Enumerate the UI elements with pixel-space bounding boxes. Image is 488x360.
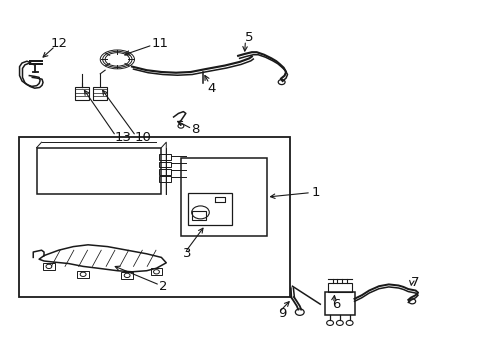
Text: 6: 6 <box>332 298 340 311</box>
Text: 9: 9 <box>277 307 285 320</box>
Text: 1: 1 <box>311 186 320 199</box>
Bar <box>181 158 266 236</box>
Bar <box>327 283 351 292</box>
Bar <box>43 263 55 270</box>
Text: 11: 11 <box>151 37 168 50</box>
Bar <box>37 148 161 194</box>
Text: 3: 3 <box>183 247 191 260</box>
Bar <box>121 272 133 279</box>
Bar <box>192 211 205 220</box>
Bar <box>19 137 289 297</box>
Text: 8: 8 <box>190 123 199 136</box>
Bar <box>159 176 171 182</box>
Text: 7: 7 <box>410 276 418 289</box>
Text: 12: 12 <box>50 37 67 50</box>
Bar <box>159 154 171 160</box>
Bar <box>159 162 171 167</box>
Bar <box>188 193 232 225</box>
Bar <box>77 271 89 278</box>
Bar <box>93 87 107 100</box>
Text: 13: 13 <box>115 131 132 144</box>
Bar <box>325 292 354 315</box>
Bar <box>150 268 162 275</box>
Bar <box>75 87 89 100</box>
Text: 4: 4 <box>207 82 216 95</box>
Bar <box>159 169 171 175</box>
Text: 5: 5 <box>244 31 252 44</box>
Text: 2: 2 <box>159 280 167 293</box>
Text: 10: 10 <box>134 131 151 144</box>
